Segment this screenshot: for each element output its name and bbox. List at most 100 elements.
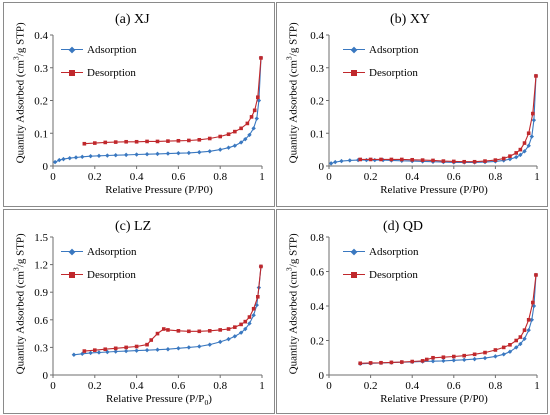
- adsorption-point: [207, 342, 212, 347]
- adsorption-line: [330, 75, 537, 164]
- desorption-point: [462, 159, 466, 164]
- desorption-point: [518, 147, 523, 152]
- desorption-point: [103, 140, 108, 145]
- adsorption-point: [462, 357, 467, 363]
- x-tick-label: 0.2: [364, 380, 378, 392]
- chart-panel-lz: (c) LZ Quantity Adsorbed (cm3/g STP) Rel…: [3, 209, 275, 414]
- desorption-point: [233, 129, 237, 134]
- x-axis-label: Relative Pressure (P/P0): [105, 184, 213, 196]
- y-tick-label: 0.4: [34, 30, 48, 42]
- desorption-point: [522, 141, 527, 145]
- adsorption-point: [105, 153, 110, 158]
- desorption-point: [493, 348, 498, 352]
- adsorption-point: [526, 327, 531, 333]
- y-tick-label: 0.6: [34, 315, 48, 327]
- adsorption-point: [176, 151, 181, 156]
- adsorption-point: [123, 152, 129, 158]
- desorption-point: [247, 315, 252, 319]
- adsorption-point: [197, 344, 202, 349]
- adsorption-point: [441, 358, 446, 364]
- chart-title: (a) XJ: [115, 12, 150, 27]
- y-tick-label: 0.3: [34, 63, 48, 75]
- legend-item-desorption: Desorption: [61, 263, 137, 286]
- desorption-point: [218, 134, 222, 139]
- legend-item-desorption: Desorption: [343, 61, 419, 84]
- adsorption-point: [472, 356, 477, 362]
- adsorption-point: [155, 347, 160, 352]
- y-tick-label: 0: [319, 370, 325, 382]
- adsorption-point: [218, 147, 223, 152]
- x-tick-label: 0: [326, 380, 332, 392]
- desorption-point: [149, 338, 154, 342]
- adsorption-point: [165, 347, 171, 352]
- desorption-point: [176, 138, 181, 143]
- desorption-point: [410, 157, 414, 162]
- y-tick-label: 0.1: [310, 128, 324, 140]
- desorption-point: [518, 335, 523, 339]
- adsorption-point: [333, 159, 338, 165]
- x-tick-label: 0.8: [489, 380, 503, 392]
- y-tick-label: 0: [319, 161, 325, 173]
- desorption-point: [514, 338, 518, 343]
- desorption-point: [161, 327, 166, 331]
- adsorption-point: [226, 145, 231, 150]
- desorption-point: [113, 346, 118, 351]
- desorption-point: [534, 273, 538, 277]
- x-tick-label: 0.8: [489, 171, 503, 183]
- x-tick-label: 0.6: [172, 380, 186, 392]
- desorption-point: [239, 126, 243, 131]
- adsorption-point: [493, 354, 498, 359]
- y-tick-label: 0.3: [34, 342, 48, 354]
- desorption-point: [501, 156, 506, 161]
- x-axis-label: Relative Pressure (P/P0): [380, 184, 488, 196]
- adsorption-point: [364, 157, 369, 163]
- desorption-point: [531, 111, 535, 116]
- desorption-point: [379, 360, 383, 365]
- adsorption-line: [73, 266, 262, 356]
- adsorption-point: [155, 151, 160, 157]
- desorption-point: [197, 138, 202, 142]
- y-tick-label: 1.2: [34, 260, 48, 272]
- desorption-point: [389, 360, 394, 365]
- desorption-line: [84, 57, 262, 145]
- adsorption-point: [88, 350, 93, 356]
- x-tick-label: 0.4: [130, 171, 144, 183]
- x-axis-label: Relative Pressure (P/P0): [380, 393, 488, 405]
- x-tick-label: 0: [326, 171, 332, 183]
- adsorption-point: [218, 339, 223, 345]
- desorption-line: [360, 75, 537, 163]
- desorption-point: [155, 331, 160, 336]
- x-tick-label: 0: [50, 171, 56, 183]
- desorption-point: [514, 151, 518, 155]
- desorption-point: [389, 157, 394, 162]
- adsorption-point: [80, 154, 85, 160]
- adsorption-line: [54, 57, 262, 163]
- x-tick-label: 0.2: [88, 380, 102, 392]
- desorption-point: [483, 350, 487, 355]
- plot-area: 0 0.2 0.4 0.6 0.8 0 0.2 0.4 0.6 0.8 1: [310, 232, 540, 392]
- x-tick-label: 0: [50, 380, 56, 392]
- chart-title: (b) XY: [390, 12, 431, 27]
- desorption-point: [207, 136, 212, 141]
- adsorption-point: [144, 152, 150, 157]
- legend-item-adsorption: Adsorption: [343, 38, 419, 61]
- x-tick-label: 1: [534, 171, 540, 183]
- x-tick-label: 1: [259, 171, 265, 183]
- x-tick-label: 0.8: [213, 380, 227, 392]
- desorption-point: [410, 359, 414, 364]
- adsorption-point: [134, 152, 139, 157]
- desorption-point: [501, 345, 506, 350]
- x-tick-label: 0.4: [405, 171, 419, 183]
- adsorption-point: [256, 98, 262, 103]
- adsorption-point: [531, 117, 537, 123]
- adsorption-point: [430, 359, 436, 364]
- desorption-point: [400, 157, 404, 162]
- desorption-point: [113, 140, 118, 144]
- y-tick-label: 1.5: [34, 232, 48, 244]
- desorption-point: [82, 349, 87, 353]
- desorption-point: [368, 157, 373, 162]
- y-tick-label: 0.2: [310, 96, 324, 108]
- desorption-point: [251, 306, 256, 311]
- desorption-point: [259, 56, 263, 60]
- adsorption-point: [238, 330, 244, 335]
